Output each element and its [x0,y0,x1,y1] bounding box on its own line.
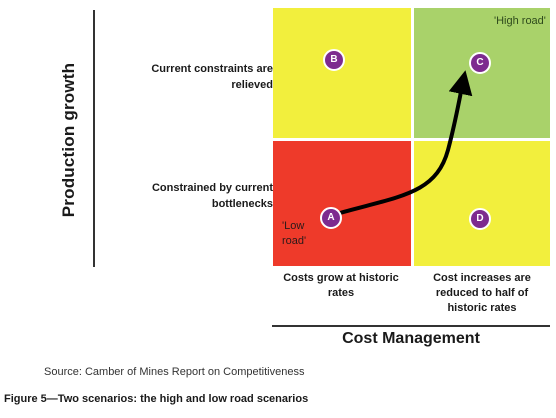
badge-b: B [323,49,345,71]
column-label-cost-reduced: Cost increases are reduced to half of hi… [433,272,531,314]
quadrant-d [412,139,550,266]
low-road-label: 'Low road' [282,220,307,247]
badge-c: C [469,52,491,74]
x-axis-title: Cost Management [342,330,480,347]
row-label-constraints-relieved: Current constraints are relieved [151,63,273,91]
x-axis-line [272,325,550,327]
badge-a: A [320,207,342,229]
row-label-constrained-bottlenecks: Constrained by current bottlenecks [151,182,273,210]
badge-d: D [469,208,491,230]
quadrant-divider-horizontal [273,138,550,141]
column-label-costs-grow: Costs grow at historic rates [283,272,399,299]
high-road-label: 'High road' [494,15,546,27]
figure-caption: Figure 5—Two scenarios: the high and low… [4,393,309,405]
y-axis-title-text: Production growth [59,62,78,218]
y-axis-line [93,10,95,267]
source-note: Source: Camber of Mines Report on Compet… [44,366,305,378]
quadrant-divider-vertical [411,8,414,266]
quadrant-b [273,8,412,139]
